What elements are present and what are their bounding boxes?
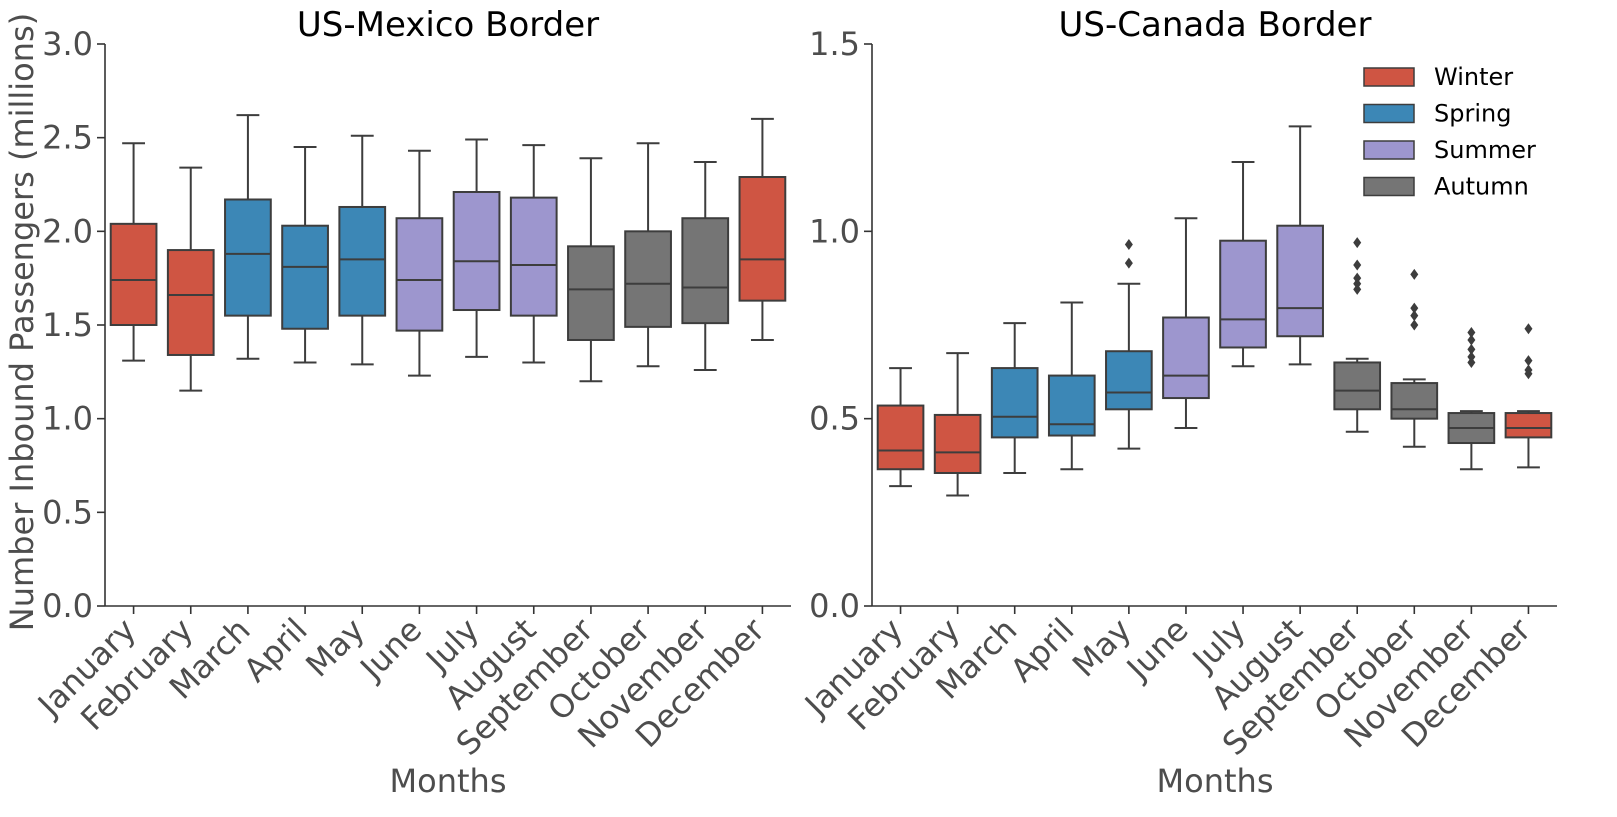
canada-outlier-december-1 — [1524, 364, 1533, 376]
mexico-box-october — [624, 230, 672, 328]
canada-y-tick-label-2: 1.0 — [809, 212, 860, 250]
canada-outlier-november-3 — [1467, 334, 1476, 346]
canada-box-january — [876, 404, 925, 471]
canada-outlier-october-1 — [1410, 310, 1419, 322]
left-panel-title: US-Mexico Border — [297, 5, 599, 45]
canada-box-may — [1105, 350, 1153, 411]
mexico-box-july — [452, 190, 501, 312]
canada-outlier-may-0 — [1124, 257, 1133, 269]
right-x-axis-label: Months — [1157, 762, 1274, 800]
legend-label-autumn: Autumn — [1434, 173, 1529, 201]
chart-marks: 0.00.51.01.52.02.53.0JanuaryFebruaryMarc… — [29, 25, 1557, 763]
mexico-box-november — [681, 217, 730, 325]
legend-swatch-winter — [1363, 67, 1415, 87]
canada-outlier-november-4 — [1467, 326, 1476, 338]
mexico-box-may — [338, 205, 387, 317]
right-panel-title: US-Canada Border — [1059, 5, 1372, 45]
canada-box-march — [990, 367, 1039, 439]
mexico-box-april — [281, 224, 329, 330]
canada-box-february — [933, 413, 982, 474]
canada-outlier-november-2 — [1467, 343, 1476, 355]
canada-box-july — [1219, 239, 1267, 349]
canada-x-tick-label-may: May — [1065, 611, 1139, 685]
mexico-box-august — [509, 196, 558, 317]
legend-label-spring: Spring — [1434, 100, 1511, 128]
canada-outlier-december-2 — [1524, 355, 1533, 367]
canada-outlier-september-4 — [1353, 237, 1362, 249]
canada-box-august — [1276, 224, 1324, 338]
canada-outlier-october-0 — [1410, 319, 1419, 331]
canada-outlier-october-3 — [1410, 268, 1419, 280]
legend-swatch-autumn — [1363, 176, 1415, 197]
mexico-box-march — [224, 198, 272, 317]
mexico-box-january — [109, 222, 158, 326]
legend-label-winter: Winter — [1434, 63, 1513, 91]
canada-box-october — [1390, 382, 1439, 420]
canada-y-tick-label-1: 0.5 — [809, 400, 860, 438]
canada-outlier-september-0 — [1353, 283, 1362, 295]
legend-swatch-summer — [1363, 140, 1415, 160]
mexico-y-tick-label-4: 2.0 — [42, 212, 93, 250]
mexico-x-tick-label-april: April — [236, 611, 315, 690]
y-axis-label: Number Inbound Passengers (millions) — [3, 13, 41, 631]
legend-swatch-spring — [1363, 103, 1415, 124]
mexico-box-february — [166, 249, 215, 356]
mexico-x-tick-label-may: May — [298, 611, 372, 685]
canada-outlier-may-1 — [1124, 238, 1133, 250]
canada-box-april — [1047, 374, 1096, 437]
canada-x-tick-label-june: June — [1118, 611, 1196, 689]
canada-outlier-september-3 — [1353, 259, 1362, 271]
mexico-y-tick-label-3: 1.5 — [42, 306, 93, 344]
mexico-y-tick-label-6: 3.0 — [42, 25, 93, 63]
canada-outlier-november-0 — [1467, 356, 1476, 368]
mexico-box-june — [395, 217, 444, 332]
canada-outlier-october-2 — [1410, 302, 1419, 314]
mexico-x-tick-label-june: June — [352, 611, 430, 689]
mexico-y-tick-label-0: 0.0 — [42, 587, 93, 625]
canada-outlier-november-1 — [1467, 351, 1476, 363]
canada-y-tick-label-0: 0.0 — [809, 587, 860, 625]
canada-x-tick-label-april: April — [1003, 611, 1082, 690]
mexico-box-september — [567, 245, 615, 341]
canada-box-december — [1504, 412, 1553, 439]
legend-label-summer: Summer — [1434, 136, 1536, 164]
mexico-y-tick-label-1: 0.5 — [42, 493, 93, 531]
canada-outlier-september-1 — [1353, 278, 1362, 290]
canada-outlier-december-3 — [1524, 323, 1533, 335]
canada-box-june — [1162, 316, 1210, 400]
left-x-axis-label: Months — [390, 762, 507, 800]
mexico-box-december — [738, 176, 787, 302]
canada-y-tick-label-3: 1.5 — [809, 25, 860, 63]
mexico-y-tick-label-5: 2.5 — [42, 119, 93, 157]
canada-box-september — [1333, 361, 1382, 411]
mexico-y-tick-label-2: 1.0 — [42, 400, 93, 438]
canada-outlier-september-2 — [1353, 272, 1362, 284]
